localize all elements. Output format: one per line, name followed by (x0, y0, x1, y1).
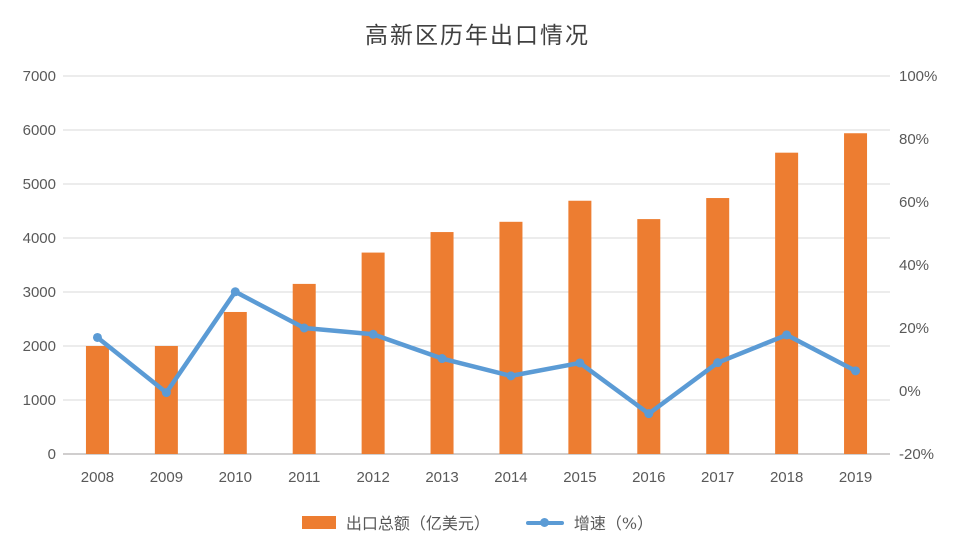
x-axis-tick-label: 2011 (288, 469, 320, 486)
growth-point-2011 (299, 323, 309, 333)
chart-title: 高新区历年出口情况 (365, 23, 590, 49)
left-axis-tick-label: 2000 (23, 338, 56, 355)
growth-point-2014 (506, 371, 516, 381)
growth-point-2016 (644, 409, 654, 419)
growth-point-2009 (161, 388, 171, 398)
x-axis-tick-label: 2009 (150, 469, 183, 486)
legend: 出口总额（亿美元） 增速（%） (0, 510, 955, 534)
bar-2011 (292, 283, 316, 454)
x-axis-tick-label: 2012 (356, 469, 389, 486)
x-axis-tick-label: 2016 (632, 469, 665, 486)
legend-line-swatch (525, 517, 564, 528)
left-axis-tick-label: 1000 (23, 392, 56, 409)
x-axis-tick-label: 2017 (701, 469, 734, 486)
bar-2014 (499, 221, 523, 454)
bar-2013 (430, 232, 454, 454)
x-axis-tick-label: 2013 (425, 469, 458, 486)
legend-line-label: 增速（%） (573, 514, 654, 533)
growth-point-2018 (782, 330, 792, 340)
growth-point-2012 (368, 329, 378, 339)
growth-point-2019 (851, 366, 861, 376)
growth-point-2008 (92, 332, 102, 342)
x-axis-tick-label: 2015 (563, 469, 596, 486)
right-axis-tick-label: 40% (899, 257, 929, 274)
x-axis-tick-label: 2010 (219, 469, 252, 486)
bar-2015 (568, 200, 592, 454)
x-axis-tick-label: 2019 (839, 469, 872, 486)
bar-2010 (223, 311, 247, 454)
legend-bar-label: 出口总额（亿美元） (345, 514, 490, 533)
growth-point-2010 (230, 287, 240, 297)
growth-line (95, 289, 858, 416)
left-axis-tick-label: 6000 (23, 122, 56, 139)
bar-2008 (85, 346, 109, 454)
growth-point-2013 (437, 354, 447, 364)
bar-2016 (637, 219, 661, 454)
right-axis-tick-label: 100% (899, 68, 937, 85)
left-axis-tick-label: 4000 (23, 230, 56, 247)
right-axis-tick-label: 0% (899, 383, 921, 400)
legend-bar-swatch (301, 515, 336, 529)
left-axis-tick-label: 3000 (23, 284, 56, 301)
bar-2018 (775, 152, 799, 454)
legend-line-marker-icon (539, 517, 549, 527)
growth-point-2015 (575, 358, 585, 368)
x-axis-tick-label: 2014 (494, 469, 527, 486)
x-axis-tick-label: 2008 (81, 469, 114, 486)
bar-2019 (844, 133, 868, 455)
left-axis-tick-label: 0 (48, 446, 56, 463)
bar-2009 (154, 346, 178, 454)
bar-2017 (706, 198, 730, 454)
left-axis-tick-label: 7000 (23, 68, 56, 85)
bar-2012 (361, 252, 385, 454)
growth-point-2017 (713, 358, 723, 368)
left-axis-tick-label: 5000 (23, 176, 56, 193)
right-axis-tick-label: 60% (899, 194, 929, 211)
x-axis-tick-label: 2018 (770, 469, 803, 486)
right-axis-tick-label: 80% (899, 131, 929, 148)
right-axis-tick-label: -20% (899, 446, 934, 463)
right-axis-tick-label: 20% (899, 320, 929, 337)
